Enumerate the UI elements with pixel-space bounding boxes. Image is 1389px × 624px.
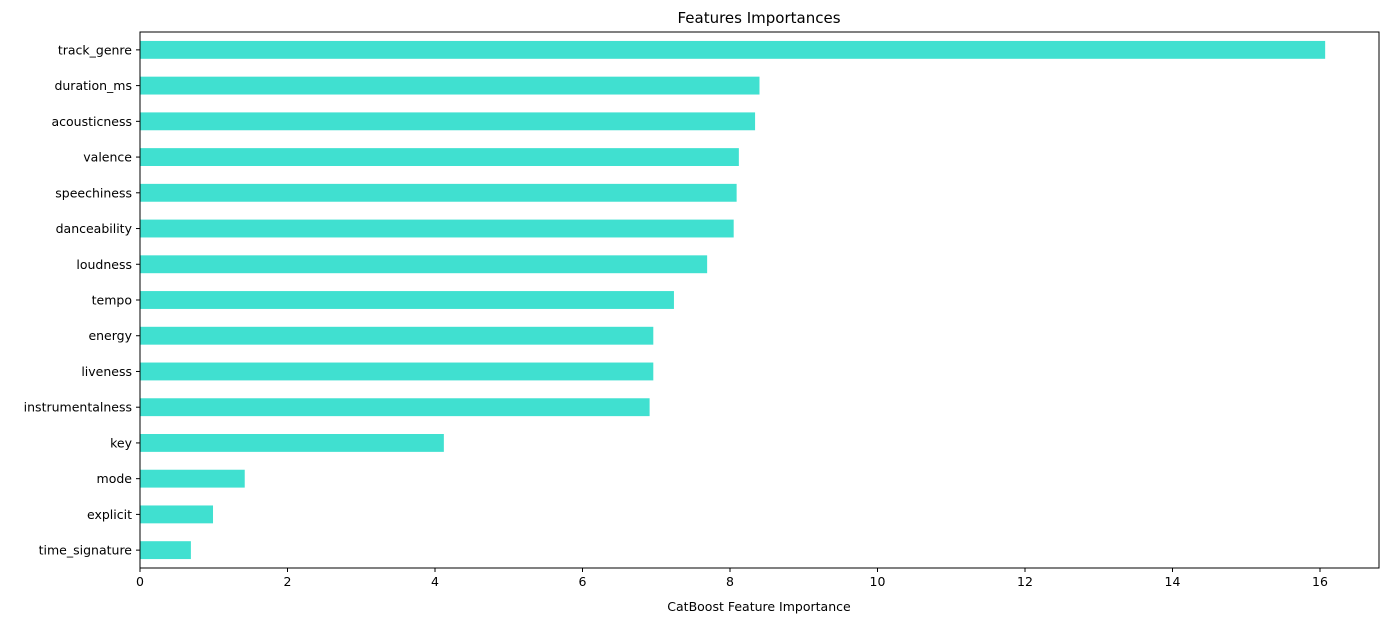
y-tick-label-explicit: explicit (87, 507, 132, 522)
chart-title: Features Importances (677, 9, 840, 27)
bar-track-genre (140, 40, 1326, 59)
x-tick-label: 2 (284, 574, 292, 589)
y-tick-label-key: key (110, 435, 132, 450)
y-tick-label-time-signature: time_signature (39, 543, 133, 558)
y-tick-label-loudness: loudness (76, 257, 132, 272)
bar-loudness (140, 255, 708, 274)
bar-liveness (140, 362, 654, 381)
bar-energy (140, 326, 654, 345)
bar-explicit (140, 505, 214, 524)
x-tick-label: 12 (1017, 574, 1033, 589)
bar-danceability (140, 219, 734, 238)
x-tick-label: 14 (1165, 574, 1181, 589)
y-tick-label-tempo: tempo (92, 293, 132, 308)
y-tick-label-energy: energy (88, 328, 132, 343)
y-tick-label-track-genre: track_genre (58, 42, 132, 57)
x-tick-label: 16 (1312, 574, 1328, 589)
y-tick-label-duration-ms: duration_ms (54, 78, 132, 93)
bar-tempo (140, 291, 674, 309)
y-tick-label-acousticness: acousticness (52, 114, 133, 129)
bar-time-signature (140, 541, 191, 560)
bar-valence (140, 148, 739, 166)
bar-key (140, 434, 444, 452)
bar-instrumentalness (140, 398, 650, 417)
x-ticks: 0 2 4 6 8 10 12 14 16 (136, 568, 1328, 589)
x-tick-label: 8 (726, 574, 734, 589)
bars-group (140, 40, 1326, 560)
x-tick-label: 0 (136, 574, 144, 589)
bar-mode (140, 469, 245, 488)
plot-frame (139, 31, 1380, 569)
y-tick-label-instrumentalness: instrumentalness (24, 400, 132, 415)
bar-acousticness (140, 112, 756, 131)
x-tick-label: 6 (579, 574, 587, 589)
bar-speechiness (140, 183, 737, 202)
y-tick-label-speechiness: speechiness (55, 185, 132, 200)
y-tick-label-liveness: liveness (81, 364, 132, 379)
x-axis-label: CatBoost Feature Importance (667, 599, 851, 614)
y-tick-label-mode: mode (97, 471, 133, 486)
bar-duration-ms (140, 76, 760, 95)
y-category-labels: track_genre duration_ms acousticness valenc… (24, 42, 140, 558)
x-tick-label: 10 (870, 574, 886, 589)
x-tick-label: 4 (431, 574, 439, 589)
y-tick-label-valence: valence (83, 150, 132, 165)
y-tick-label-danceability: danceability (56, 221, 133, 236)
